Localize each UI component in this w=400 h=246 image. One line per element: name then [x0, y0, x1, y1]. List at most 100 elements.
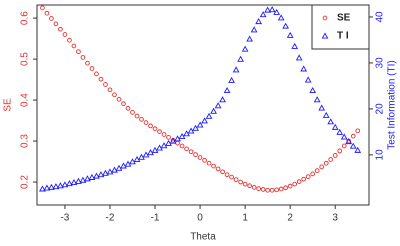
circle-point: [166, 135, 171, 140]
circle-point: [292, 181, 298, 187]
triangle-point: [277, 14, 285, 21]
triangle-point: [273, 8, 281, 15]
circle-point: [112, 92, 117, 98]
circle-point: [319, 164, 325, 170]
y-tick-label: 0.3: [20, 134, 31, 148]
circle-point: [260, 187, 266, 192]
circle-point: [215, 166, 221, 172]
legend-label: T I: [337, 31, 349, 42]
triangle-point: [241, 45, 249, 52]
triangle-point: [52, 183, 60, 190]
circle-point: [58, 26, 63, 32]
circle-point: [125, 105, 131, 111]
circle-point: [211, 163, 216, 169]
circle-point: [287, 183, 293, 189]
triangle-point: [300, 65, 308, 72]
circle-point: [49, 16, 54, 21]
circle-point: [94, 71, 99, 77]
triangle-point: [201, 117, 208, 124]
triangle-point: [106, 168, 114, 175]
triangle-point: [246, 35, 253, 42]
y-axis-label: SE: [3, 98, 14, 112]
circle-point: [175, 140, 180, 146]
triangle-point: [66, 180, 73, 187]
triangle-point: [111, 166, 118, 173]
circle-point: [139, 116, 144, 122]
circle-point: [233, 177, 239, 182]
triangle-point: [48, 183, 55, 190]
y2-axis-label: Test Information (TI): [387, 60, 398, 149]
triangle-point: [97, 171, 105, 178]
circle-point: [116, 96, 122, 102]
triangle-point: [138, 153, 145, 160]
x-tick-label: 0: [197, 213, 203, 224]
triangle-point: [102, 169, 109, 176]
circle-point: [283, 185, 289, 191]
triangle-point: [214, 102, 222, 109]
triangle-point: [192, 124, 199, 131]
legend-marker: [322, 15, 328, 21]
circle-point: [314, 168, 320, 173]
circle-point: [188, 149, 194, 155]
circle-point: [355, 128, 361, 134]
triangle-point: [43, 184, 51, 191]
circle-point: [197, 155, 203, 160]
circle-point: [274, 187, 280, 193]
triangle-point: [255, 18, 262, 25]
y-tick-label: 0.4: [20, 93, 31, 107]
circle-point: [184, 146, 189, 152]
triangle-point: [70, 178, 78, 186]
circle-point: [206, 160, 212, 166]
circle-point: [278, 186, 284, 192]
triangle-point: [147, 149, 154, 156]
circle-point: [134, 113, 140, 119]
y2-tick-label: 40: [375, 11, 386, 23]
legend-box: [311, 4, 370, 50]
triangle-point: [160, 142, 168, 149]
circle-point: [67, 37, 72, 43]
triangle-point: [79, 176, 87, 183]
circle-point: [130, 110, 135, 115]
circle-point: [305, 174, 311, 180]
circle-point: [76, 49, 81, 55]
circle-point: [71, 43, 77, 49]
circle-point: [310, 171, 316, 177]
circle-point: [152, 126, 158, 132]
y2-tick-label: 10: [375, 149, 386, 161]
circle-point: [247, 183, 252, 189]
triangle-point: [295, 54, 303, 61]
circle-point: [229, 174, 234, 180]
legend-marker: [321, 32, 329, 39]
triangle-point: [39, 185, 46, 192]
triangle-point: [75, 177, 82, 184]
triangle-point: [228, 76, 235, 83]
circle-point: [80, 55, 86, 60]
triangle-point: [318, 104, 326, 111]
y2-tick-label: 20: [375, 103, 386, 115]
circle-point: [269, 187, 275, 193]
circle-point: [301, 176, 307, 182]
circle-point: [350, 133, 356, 139]
triangle-point: [232, 66, 240, 73]
triangle-point: [268, 6, 276, 13]
y2-tick-label: 30: [375, 57, 386, 69]
triangle-point: [151, 146, 159, 153]
triangle-point: [340, 133, 348, 140]
y-tick-label: 0.6: [20, 11, 31, 25]
circle-point: [256, 186, 261, 191]
triangle-point: [115, 164, 123, 171]
x-tick-label: 1: [242, 213, 248, 224]
x-tick-label: -1: [151, 213, 160, 224]
triangle-point: [354, 146, 362, 153]
circle-point: [220, 169, 225, 175]
circle-point: [85, 60, 90, 66]
triangle-point: [84, 175, 91, 182]
plot-frame: [36, 4, 370, 206]
legend-label: SE: [337, 13, 351, 24]
y-tick-label: 0.2: [20, 175, 31, 189]
circle-point: [53, 21, 59, 27]
triangle-point: [142, 151, 150, 158]
triangle-point: [156, 144, 163, 151]
x-axis-label: Theta: [190, 232, 216, 243]
circle-point: [40, 5, 45, 11]
